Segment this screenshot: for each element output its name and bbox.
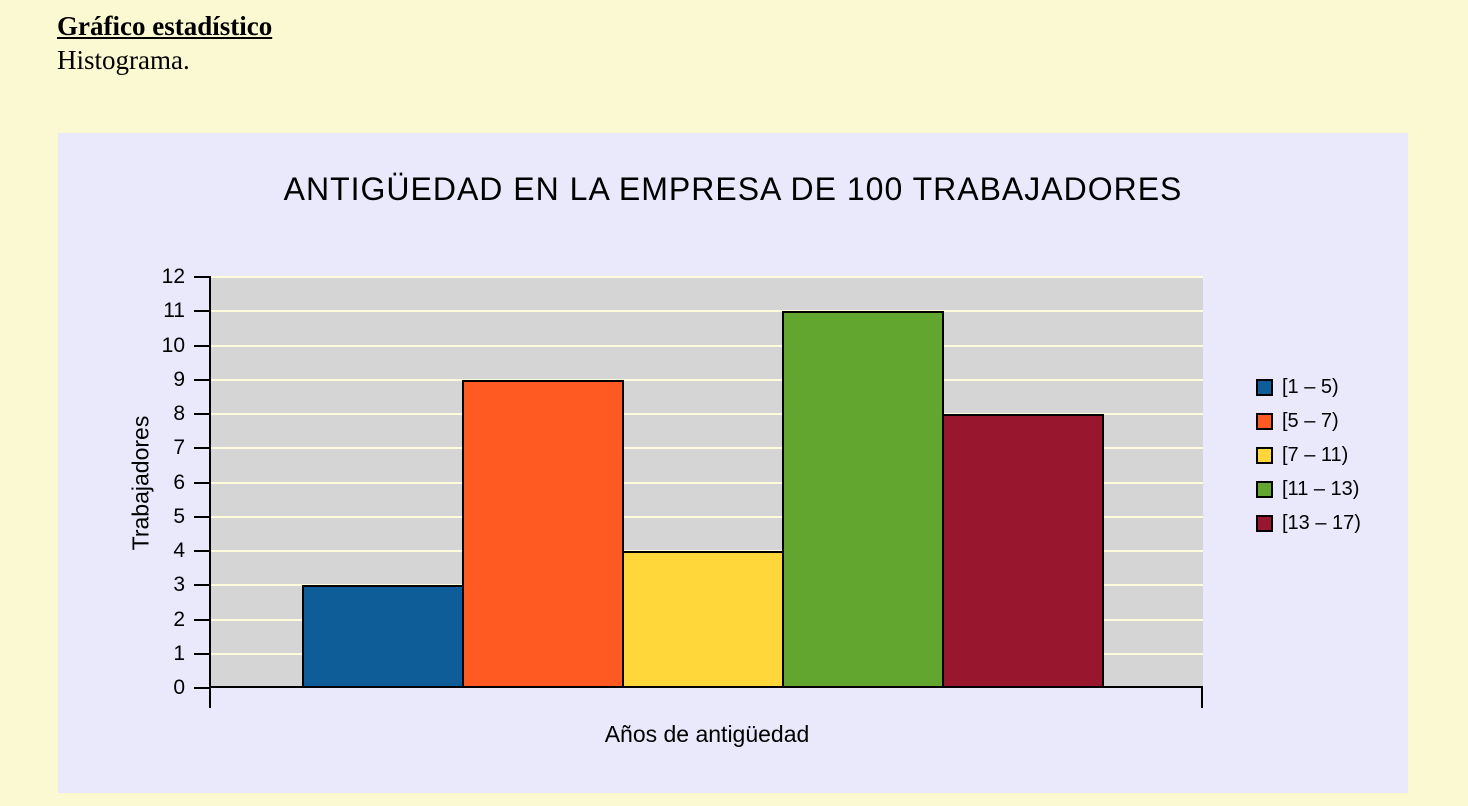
chart-legend: [1 – 5) [5 – 7) [7 – 11) [11 – 13) [13 – 17): [1256, 376, 1361, 534]
y-axis-tick: [194, 687, 211, 689]
document-subtitle: Histograma.: [57, 44, 190, 75]
bar-1: [302, 585, 464, 688]
y-tick-label: 3: [173, 573, 185, 596]
y-axis-tick: [194, 584, 211, 586]
y-tick-label: 0: [173, 676, 185, 699]
y-tick-label: 2: [173, 608, 185, 631]
legend-swatch: [1256, 412, 1273, 430]
gridline: [211, 310, 1203, 313]
y-tick-label: 10: [161, 334, 185, 357]
gridline: [211, 378, 1203, 381]
document-title: Gráfico estadístico: [57, 11, 273, 41]
y-axis-tick: [194, 379, 211, 381]
gridline: [211, 515, 1203, 518]
y-axis-tick: [194, 447, 211, 449]
y-axis-tick: [194, 276, 211, 278]
legend-item: [11 – 13): [1256, 478, 1361, 500]
gridline: [211, 413, 1203, 416]
legend-item: [7 – 11): [1256, 444, 1361, 466]
x-axis-end-tick: [1201, 686, 1203, 708]
y-axis-tick: [194, 482, 211, 484]
legend-swatch: [1256, 480, 1273, 498]
y-axis-tick: [194, 413, 211, 415]
y-tick-label: 8: [173, 402, 185, 425]
gridline: [211, 481, 1203, 484]
bars-container: [302, 311, 1104, 688]
y-tick-label: 5: [173, 505, 185, 528]
document-header: Gráfico estadístico Histograma.: [57, 10, 272, 78]
plot-area: [211, 276, 1203, 688]
bar-3: [622, 551, 784, 688]
gridline: [211, 276, 1203, 278]
legend-label: [7 – 11): [1282, 444, 1349, 466]
gridline: [211, 344, 1203, 347]
y-tick-label: 11: [163, 299, 185, 322]
legend-label: [5 – 7): [1282, 410, 1339, 432]
legend-label: [11 – 13): [1282, 478, 1360, 500]
y-axis-tick: [194, 516, 211, 518]
legend-swatch: [1256, 514, 1273, 532]
y-tick-label: 7: [173, 436, 185, 459]
y-tick-label: 4: [173, 539, 185, 562]
legend-item: [13 – 17): [1256, 512, 1361, 534]
y-axis-tick: [194, 653, 211, 655]
y-axis-tick: [194, 345, 211, 347]
chart-panel: ANTIGÜEDAD EN LA EMPRESA DE 100 TRABAJAD…: [58, 133, 1408, 793]
bar-4: [782, 311, 944, 688]
bar-2: [462, 380, 624, 688]
legend-label: [1 – 5): [1282, 376, 1339, 398]
legend-item: [5 – 7): [1256, 410, 1361, 432]
y-axis-tick: [194, 550, 211, 552]
y-tick-label: 9: [173, 368, 185, 391]
y-axis-tick: [194, 619, 211, 621]
x-axis-title: Años de antigüedad: [604, 721, 810, 747]
legend-swatch: [1256, 378, 1273, 396]
y-tick-label: 1: [173, 642, 185, 665]
y-axis-line: [209, 277, 211, 708]
y-tick-label: 12: [161, 265, 185, 288]
gridline: [211, 447, 1203, 450]
chart-title: ANTIGÜEDAD EN LA EMPRESA DE 100 TRABAJAD…: [283, 171, 1183, 207]
bar-5: [942, 414, 1104, 688]
legend-swatch: [1256, 446, 1273, 464]
y-tick-label: 6: [173, 471, 185, 494]
legend-label: [13 – 17): [1282, 512, 1361, 534]
x-axis-line: [211, 686, 1203, 688]
y-axis-tick: [194, 310, 211, 312]
legend-item: [1 – 5): [1256, 376, 1361, 398]
